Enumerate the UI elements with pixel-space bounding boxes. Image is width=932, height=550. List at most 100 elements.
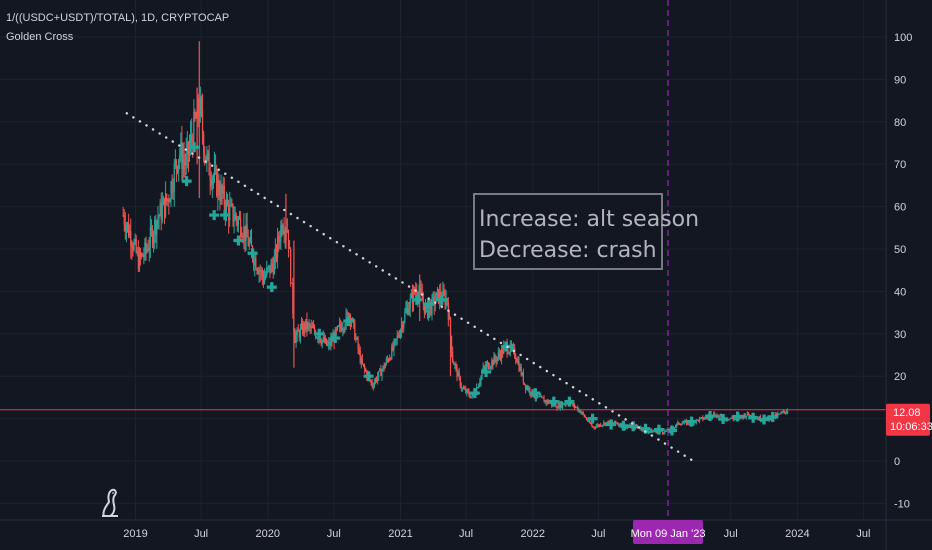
- candle-body: [566, 402, 568, 405]
- candle-body: [744, 414, 746, 418]
- candle-body: [677, 422, 679, 424]
- candle-body: [311, 326, 313, 328]
- candle-body: [703, 418, 705, 420]
- candle-body: [228, 205, 230, 221]
- candle-body: [742, 416, 744, 418]
- candle-body: [129, 230, 131, 236]
- candle-body: [406, 307, 408, 310]
- candle-body: [229, 205, 231, 221]
- crosshair-date-badge-bg: [633, 520, 703, 544]
- candle-body: [428, 309, 430, 319]
- time-scale: 2019 Jul 2020 Jul 2021 Jul 2022 Jul Jul 2024 Jul: [123, 528, 870, 540]
- time-scale-background[interactable]: [0, 520, 886, 550]
- candle-body: [220, 185, 222, 201]
- indicator-legend[interactable]: Golden Cross: [6, 31, 74, 43]
- last-price-badge: 12.08 10:06:33: [886, 403, 932, 436]
- candle-body: [465, 388, 467, 393]
- golden-cross-marker: [220, 210, 231, 221]
- candle-body: [780, 412, 782, 415]
- candle-body: [159, 202, 161, 217]
- candle-body: [654, 431, 656, 433]
- x-tick-label: Jul: [459, 528, 473, 540]
- golden-cross-marker: [469, 388, 480, 399]
- candle-body: [697, 419, 700, 422]
- symbol-title[interactable]: 1/((USDC+USDT)/TOTAL), 1D, CRYPTOCAP: [6, 12, 230, 24]
- candle-body: [476, 387, 478, 395]
- candle-body: [391, 346, 393, 359]
- golden-cross-marker: [587, 413, 598, 424]
- candle-body: [481, 372, 483, 377]
- candle-body: [760, 420, 763, 422]
- candle-body: [201, 110, 204, 134]
- candle-body: [430, 305, 432, 314]
- candle-body: [483, 366, 485, 368]
- candle-body: [582, 412, 584, 415]
- candle-body: [271, 262, 273, 266]
- x-tick-label: Jul: [194, 528, 208, 540]
- text-annotation[interactable]: Increase: alt season Decrease: crash: [473, 193, 699, 270]
- candle-body: [494, 355, 496, 360]
- candle-body: [608, 421, 610, 425]
- x-tick-label: Jul: [724, 528, 738, 540]
- golden-cross-marker: [436, 294, 447, 305]
- candle-body: [516, 359, 518, 363]
- candle-body: [718, 415, 720, 417]
- x-tick-label: 2020: [256, 528, 280, 540]
- candle-body: [237, 218, 240, 225]
- candle-body: [666, 429, 668, 432]
- golden-cross-marker: [209, 210, 220, 221]
- candle-body: [652, 431, 654, 433]
- candle-body: [404, 312, 406, 322]
- candle-body: [397, 335, 399, 337]
- candle-body: [362, 363, 365, 366]
- candle-body: [606, 421, 608, 423]
- candle-body: [256, 269, 258, 271]
- candle-body: [750, 415, 752, 417]
- candle-body: [278, 236, 280, 242]
- candle-body: [226, 199, 229, 206]
- candle-body: [270, 262, 272, 274]
- trendline[interactable]: [125, 112, 695, 463]
- candle-body: [387, 359, 390, 361]
- candle-body: [286, 229, 288, 232]
- candle-body: [471, 394, 473, 397]
- candle-body: [161, 204, 163, 221]
- candle-body: [163, 198, 166, 217]
- candle-body: [331, 338, 333, 342]
- candle-body: [745, 415, 747, 418]
- price-scale-background[interactable]: [886, 0, 932, 520]
- candle-body: [730, 417, 732, 419]
- candle-body: [787, 411, 789, 413]
- candle-body: [576, 407, 578, 409]
- candle-body: [259, 270, 261, 272]
- candle-body: [257, 270, 259, 274]
- candle-body: [221, 185, 223, 194]
- candle-body: [247, 237, 249, 247]
- candle-body: [342, 328, 344, 331]
- candle-body: [398, 336, 400, 338]
- candle-body: [328, 341, 330, 345]
- candle-body: [616, 422, 618, 424]
- candle-body: [359, 350, 361, 363]
- candle-body: [599, 424, 602, 427]
- candle-body: [386, 359, 389, 361]
- tradingview-logo-icon[interactable]: [102, 488, 118, 517]
- candle-body: [539, 396, 541, 398]
- candle-body: [586, 419, 589, 421]
- y-tick-label: 100: [894, 32, 912, 44]
- candle-body: [490, 366, 492, 369]
- candle-body: [181, 141, 183, 169]
- candle-body: [268, 265, 270, 268]
- candle-body: [499, 354, 502, 359]
- golden-cross-marker: [606, 419, 617, 430]
- candle-body: [416, 290, 418, 294]
- last-price-badge-bg: [886, 403, 930, 436]
- candle-body: [524, 384, 527, 390]
- candle-body: [275, 247, 278, 258]
- candle-body: [685, 420, 688, 425]
- candle-body: [325, 338, 328, 346]
- x-tick-label: 2021: [388, 528, 412, 540]
- candle-body: [186, 142, 188, 154]
- candle-body: [295, 335, 297, 343]
